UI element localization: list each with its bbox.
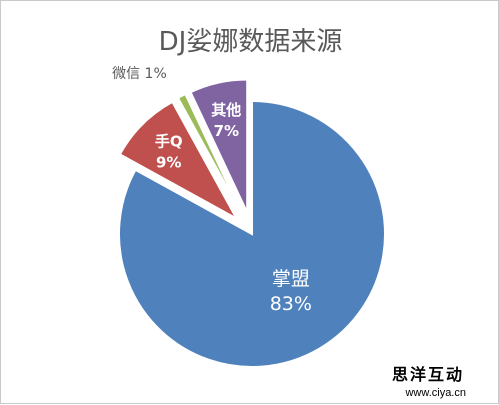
slice-label-1: 手Q 9% — [155, 133, 183, 172]
slice-value-0: 83% — [270, 293, 312, 315]
slice-name-3: 其他 — [211, 101, 241, 119]
slice-value-1: 9% — [156, 154, 181, 172]
watermark-name: 思洋互动 — [391, 365, 464, 384]
pie-slice-1 — [118, 100, 239, 221]
pie-slice-0 — [118, 99, 386, 368]
pie-slice-2 — [176, 92, 243, 215]
slice-label-text-2: 微信 1% — [112, 66, 167, 82]
chart-title: DJ娑娜数据来源 — [158, 27, 343, 57]
slice-name-1: 手Q — [155, 133, 183, 151]
slice-label-2: 微信 1% — [112, 66, 167, 82]
slice-name-0: 掌盟 — [272, 268, 310, 290]
watermark-url: www.ciya.cn — [405, 387, 466, 399]
slice-value-3: 7% — [214, 122, 239, 140]
pie-slice-3 — [189, 78, 249, 213]
slice-label-3: 其他 7% — [211, 101, 241, 140]
slice-label-0: 掌盟 83% — [270, 268, 312, 315]
